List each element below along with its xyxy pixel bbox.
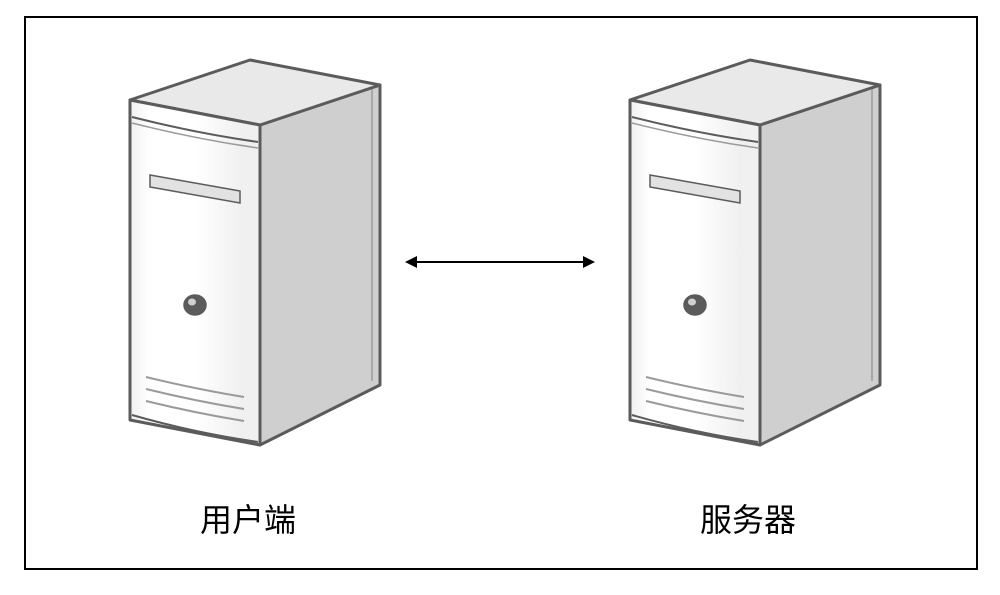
server-label: 服务器	[700, 495, 796, 541]
server-node	[610, 55, 890, 455]
client-label: 用户端	[200, 495, 296, 541]
computer-tower-icon	[610, 55, 890, 455]
client-node	[110, 55, 390, 455]
computer-tower-icon	[110, 55, 390, 455]
bidirectional-arrow-icon	[405, 252, 595, 272]
diagram-canvas: 用户端 服务器	[0, 0, 1000, 595]
